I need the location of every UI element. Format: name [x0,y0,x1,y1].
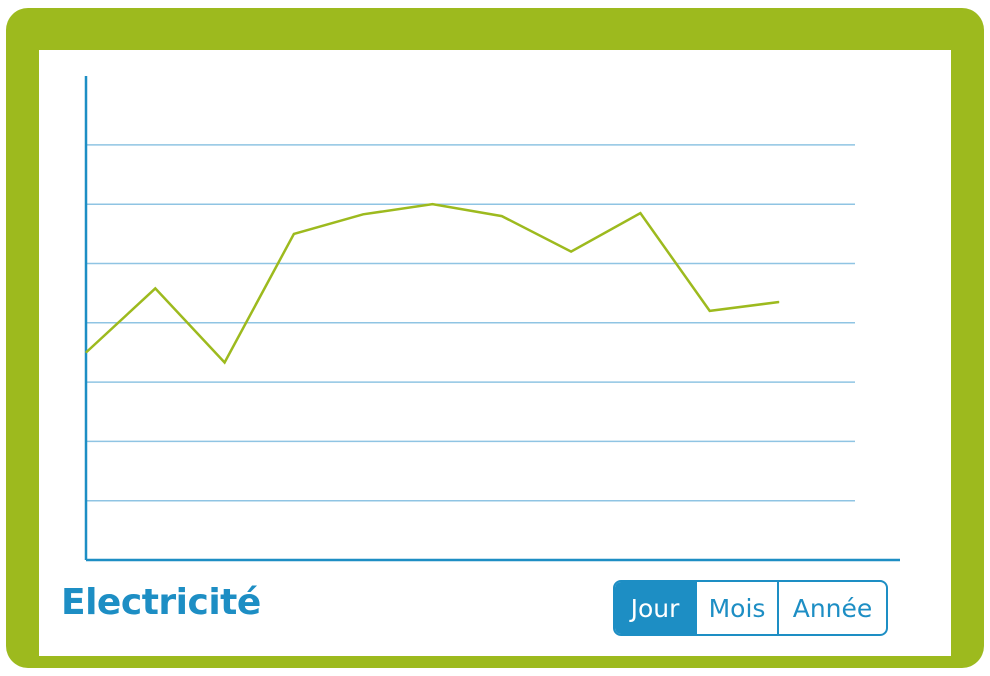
data-point [362,213,364,215]
period-selector: Jour Mois Année [613,580,888,636]
data-point [501,215,503,217]
data-point [778,301,780,303]
card-panel [39,50,951,656]
period-day-button[interactable]: Jour [615,582,695,634]
period-month-button[interactable]: Mois [695,582,777,634]
data-point [639,212,641,214]
data-point [432,203,433,205]
series-line [85,202,780,365]
period-year-button[interactable]: Année [777,582,886,634]
card-frame [6,8,984,668]
data-point [85,351,87,353]
data-point [293,233,295,235]
data-point [154,287,156,289]
chart-title: Electricité [61,582,261,623]
data-point [570,251,572,253]
data-point [224,362,226,364]
data-point [709,310,711,312]
